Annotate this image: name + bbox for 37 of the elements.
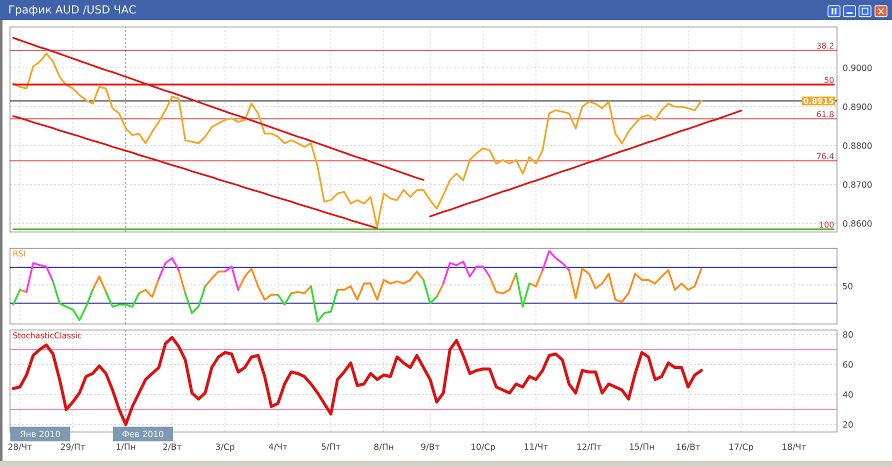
x-tick-label: 29/Пт (60, 444, 86, 451)
y-tick-label: 80 (843, 331, 853, 338)
annotation: 38.2 (817, 42, 834, 49)
y-tick-label: 40 (842, 391, 853, 398)
y-tick-label: 20 (843, 421, 853, 428)
x-tick-label: 9/Вт (421, 444, 440, 451)
annotation: 76.4 (817, 153, 834, 160)
annotation: 50 (824, 76, 834, 83)
x-tick-label: 10/Ср (471, 444, 496, 452)
x-tick-label: 1/Пн (116, 444, 136, 451)
x-tick-label: 12/Пт (577, 444, 602, 451)
x-tick-label: 8/Пн (374, 444, 394, 451)
annotation: 61.8 (816, 111, 834, 118)
x-tick-label: 5/Пт (322, 444, 340, 451)
y-tick-label: 0.8600 (843, 220, 872, 227)
y-tick-label: 0.8800 (843, 142, 872, 149)
x-tick-label: 15/Пн (630, 444, 654, 451)
ref-line-label: 0.8915 (804, 98, 834, 104)
x-tick-label: 11/Чт (524, 444, 548, 451)
x-tick-label: 2/Вт (163, 444, 182, 451)
x-tick-label: 16/Вт (676, 444, 700, 451)
x-tick-label: 4/Чт (268, 444, 288, 451)
chart-title: График AUD /USD ЧАС (9, 5, 136, 16)
x-tick-label: 28/Чт (8, 444, 32, 451)
text: RSI (13, 250, 25, 257)
series-label: StochasticClassic (13, 332, 82, 338)
x-tick-label: 3/Ср (216, 444, 234, 452)
y-tick-label: 0.9000 (843, 64, 872, 72)
y-tick-label: 60 (843, 361, 853, 368)
y-tick-label: 0.8900 (843, 104, 872, 110)
x-tick-label: 18/Чт (782, 444, 806, 451)
annotation: 100 (820, 222, 834, 228)
x-tick-label: 17/Ср (730, 444, 754, 452)
y-tick-label: 0.8700 (843, 181, 872, 188)
annotation: Фев 2010 (122, 430, 164, 438)
text: 50 (842, 282, 852, 290)
annotation: Янв 2010 (20, 430, 60, 438)
